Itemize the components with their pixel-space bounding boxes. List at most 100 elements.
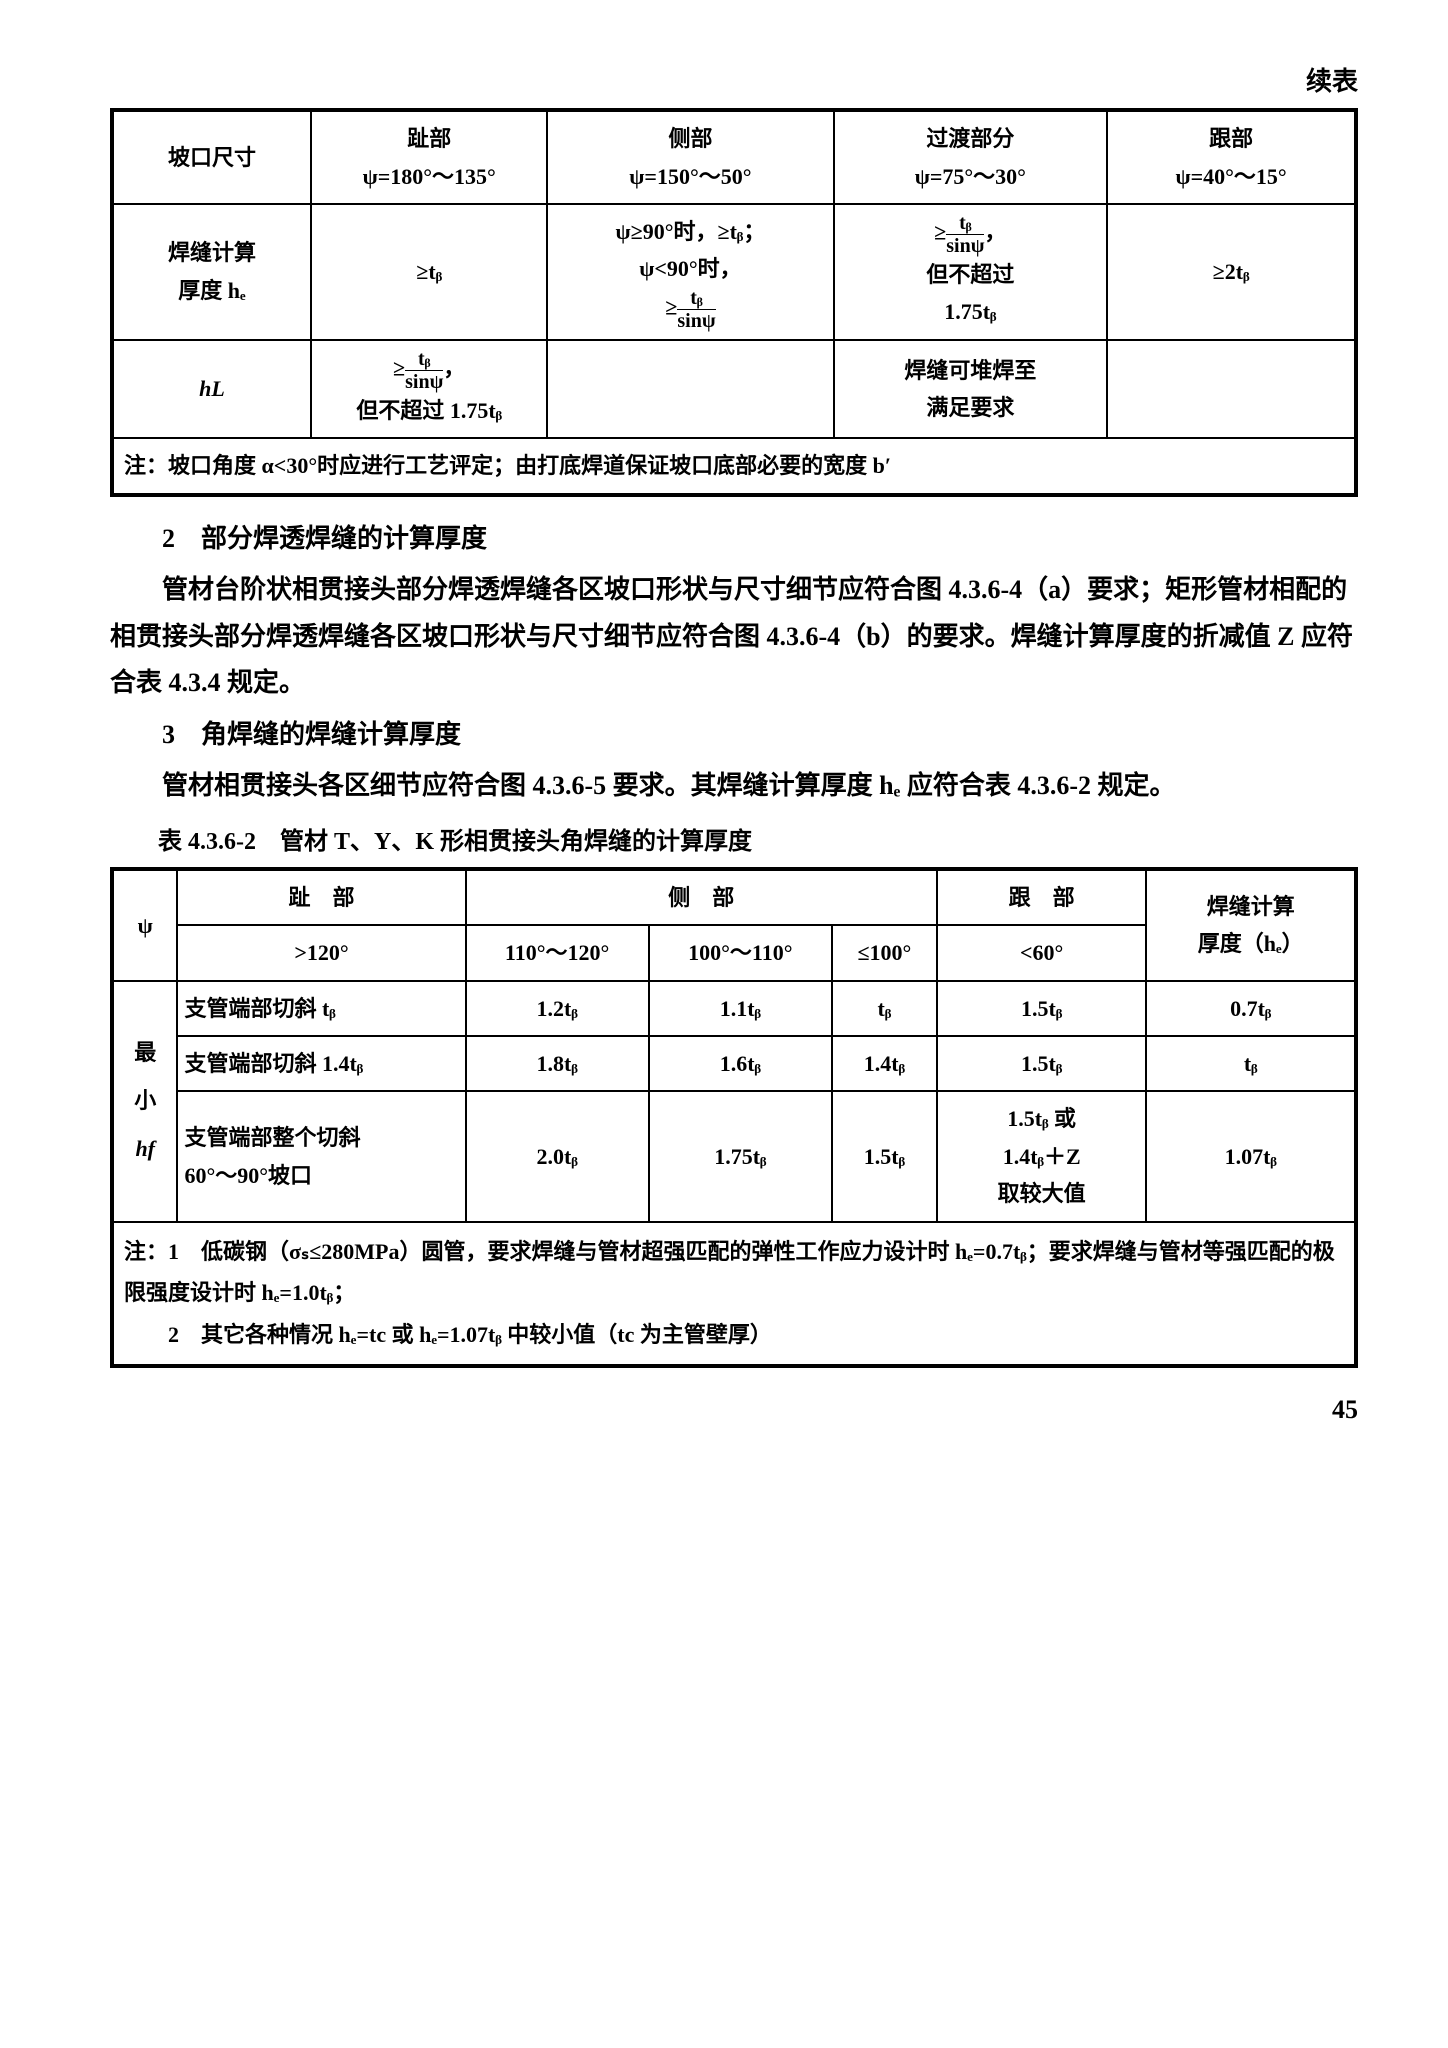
cell-text: 焊缝可堆焊至: [904, 358, 1036, 383]
t1-r3-c4: 焊缝可堆焊至 满足要求: [834, 340, 1108, 438]
t1-h-c5: 跟部 ψ=40°～15°: [1107, 110, 1356, 204]
cell-text: 小: [134, 1088, 156, 1113]
t2-r3-c4: 1.5tᵦ: [832, 1091, 937, 1221]
t2-notes: 注：1 低碳钢（σₛ≤280MPa）圆管，要求焊缝与管材超强匹配的弹性工作应力设…: [112, 1222, 1356, 1366]
continued-label: 续表: [110, 60, 1358, 104]
cell-text: hf: [135, 1136, 155, 1161]
cell-text: 跟部: [1209, 126, 1253, 151]
cell-text: ψ<90°时，: [639, 256, 741, 281]
t1-r3-c5: [1107, 340, 1356, 438]
t2-r1-c5: 1.5tᵦ: [937, 981, 1147, 1036]
t2-h-calc: 焊缝计算 厚度（hₑ）: [1146, 869, 1356, 981]
t2-h-a1: >120°: [177, 925, 465, 980]
t1-r3-c2: ≥tᵦsinψ， 但不超过 1.75tᵦ: [311, 340, 547, 438]
t2-r3-c5: 1.5tᵦ 或 1.4tᵦ＋Z 取较大值: [937, 1091, 1147, 1221]
table2-caption: 表 4.3.6-2 管材 T、Y、K 形相贯接头角焊缝的计算厚度: [110, 822, 1358, 863]
cell-text: 焊缝计算: [1207, 894, 1295, 919]
t2-r2-c5: 1.5tᵦ: [937, 1036, 1147, 1091]
t2-r1-c4: tᵦ: [832, 981, 937, 1036]
t2-h-psi: ψ: [112, 869, 177, 981]
table-fillet-weld-thickness: ψ 趾 部 侧 部 跟 部 焊缝计算 厚度（hₑ） >120° 110°～120…: [110, 867, 1358, 1368]
t1-r2-c5: ≥2tᵦ: [1107, 204, 1356, 340]
t2-r2-c3: 1.6tᵦ: [649, 1036, 832, 1091]
paragraph-2: 管材相贯接头各区细节应符合图 4.3.6-5 要求。其焊缝计算厚度 hₑ 应符合…: [110, 763, 1358, 810]
cell-text: ψ=75°～30°: [915, 164, 1026, 189]
section-2-heading: 2 部分焊透焊缝的计算厚度: [110, 517, 1358, 561]
denominator: sinψ: [405, 371, 443, 392]
t2-h-a3: 100°～110°: [649, 925, 832, 980]
cell-text: 但不超过 1.75tᵦ: [356, 398, 502, 423]
cell-text: 支管端部整个切斜: [184, 1125, 360, 1150]
fraction: tᵦsinψ: [405, 349, 443, 392]
t2-h-side: 侧 部: [466, 869, 937, 925]
t2-h-a2: 110°～120°: [466, 925, 649, 980]
cell-text: 最: [134, 1040, 156, 1065]
t2-r1-c1: 支管端部切斜 tᵦ: [177, 981, 465, 1036]
t2-r2-c6: tᵦ: [1146, 1036, 1356, 1091]
cell-text: ψ=150°～50°: [629, 164, 751, 189]
cell-text: ≥: [665, 294, 677, 319]
paragraph-1: 管材台阶状相贯接头部分焊透焊缝各区坡口形状与尺寸细节应符合图 4.3.6-4（a…: [110, 567, 1358, 707]
table-groove-dimensions: 坡口尺寸 趾部 ψ=180°～135° 侧部 ψ=150°～50° 过渡部分 ψ…: [110, 108, 1358, 496]
cell-text: 60°～90°坡口: [184, 1163, 312, 1188]
fraction: tᵦsinψ: [677, 288, 715, 331]
t1-r2-c3: ψ≥90°时，≥tᵦ； ψ<90°时， ≥tᵦsinψ: [547, 204, 833, 340]
t1-r2-label: 焊缝计算 厚度 hₑ: [112, 204, 311, 340]
t2-r2-c1: 支管端部切斜 1.4tᵦ: [177, 1036, 465, 1091]
t1-r3-label: hL: [112, 340, 311, 438]
t2-r1-c6: 0.7tᵦ: [1146, 981, 1356, 1036]
t2-h-a5: <60°: [937, 925, 1147, 980]
cell-text: ，: [443, 355, 465, 380]
section-3-heading: 3 角焊缝的焊缝计算厚度: [110, 713, 1358, 757]
t1-h-c2: 趾部 ψ=180°～135°: [311, 110, 547, 204]
cell-text: 取较大值: [998, 1181, 1086, 1206]
t2-h-heel: 跟 部: [937, 869, 1147, 925]
cell-text: 但不超过: [926, 262, 1014, 287]
t2-r1-c2: 1.2tᵦ: [466, 981, 649, 1036]
t2-r3-c3: 1.75tᵦ: [649, 1091, 832, 1221]
cell-text: 侧部: [668, 126, 712, 151]
cell-text: ψ=180°～135°: [363, 164, 496, 189]
numerator: tᵦ: [946, 213, 984, 235]
t1-r3-c3: [547, 340, 833, 438]
t2-r3-c1: 支管端部整个切斜 60°～90°坡口: [177, 1091, 465, 1221]
fraction: tᵦsinψ: [946, 213, 984, 256]
note-text: 其它各种情况 hₑ=tc 或 hₑ=1.07tᵦ 中较小值（tc 为主管壁厚）: [201, 1322, 772, 1347]
cell-text: 过渡部分: [926, 126, 1014, 151]
note-label: 2: [168, 1322, 179, 1347]
t1-note: 注：坡口角度 α<30°时应进行工艺评定；由打底焊道保证坡口底部必要的宽度 b′: [112, 438, 1356, 494]
t2-r2-c2: 1.8tᵦ: [466, 1036, 649, 1091]
cell-text: 1.5tᵦ 或: [1007, 1106, 1076, 1131]
t1-h-c3: 侧部 ψ=150°～50°: [547, 110, 833, 204]
cell-text: 趾部: [407, 126, 451, 151]
cell-text: ≥: [393, 355, 405, 380]
cell-text: 焊缝计算: [168, 240, 256, 265]
cell-text: ψ≥90°时，≥tᵦ；: [616, 219, 766, 244]
t2-r3-c6: 1.07tᵦ: [1146, 1091, 1356, 1221]
cell-text: hL: [199, 376, 225, 401]
cell-text: 厚度 hₑ: [178, 278, 245, 303]
cell-text: 满足要求: [926, 395, 1014, 420]
note-text: 低碳钢（σₛ≤280MPa）圆管，要求焊缝与管材超强匹配的弹性工作应力设计时 h…: [124, 1239, 1335, 1306]
t1-h-c4: 过渡部分 ψ=75°～30°: [834, 110, 1108, 204]
cell-text: 1.75tᵦ: [944, 299, 996, 324]
t2-h-toe: 趾 部: [177, 869, 465, 925]
cell-text: ψ=40°～15°: [1175, 164, 1286, 189]
t1-r2-c4: ≥tᵦsinψ， 但不超过 1.75tᵦ: [834, 204, 1108, 340]
t1-r2-c2: ≥tᵦ: [311, 204, 547, 340]
cell-text: 厚度（hₑ）: [1198, 931, 1304, 956]
t1-h-c1: 坡口尺寸: [112, 110, 311, 204]
t2-r1-c3: 1.1tᵦ: [649, 981, 832, 1036]
denominator: sinψ: [677, 310, 715, 331]
page-number: 45: [110, 1388, 1358, 1432]
cell-text: ，: [984, 220, 1006, 245]
t2-h-a4: ≤100°: [832, 925, 937, 980]
cell-text: 1.4tᵦ＋Z: [1003, 1144, 1081, 1169]
note-label: 注：1: [124, 1239, 179, 1264]
denominator: sinψ: [946, 235, 984, 256]
t2-rowgroup-label: 最 小 hf: [112, 981, 177, 1222]
t2-r2-c4: 1.4tᵦ: [832, 1036, 937, 1091]
numerator: tᵦ: [677, 288, 715, 310]
cell-text: ≥: [934, 220, 946, 245]
t2-r3-c2: 2.0tᵦ: [466, 1091, 649, 1221]
